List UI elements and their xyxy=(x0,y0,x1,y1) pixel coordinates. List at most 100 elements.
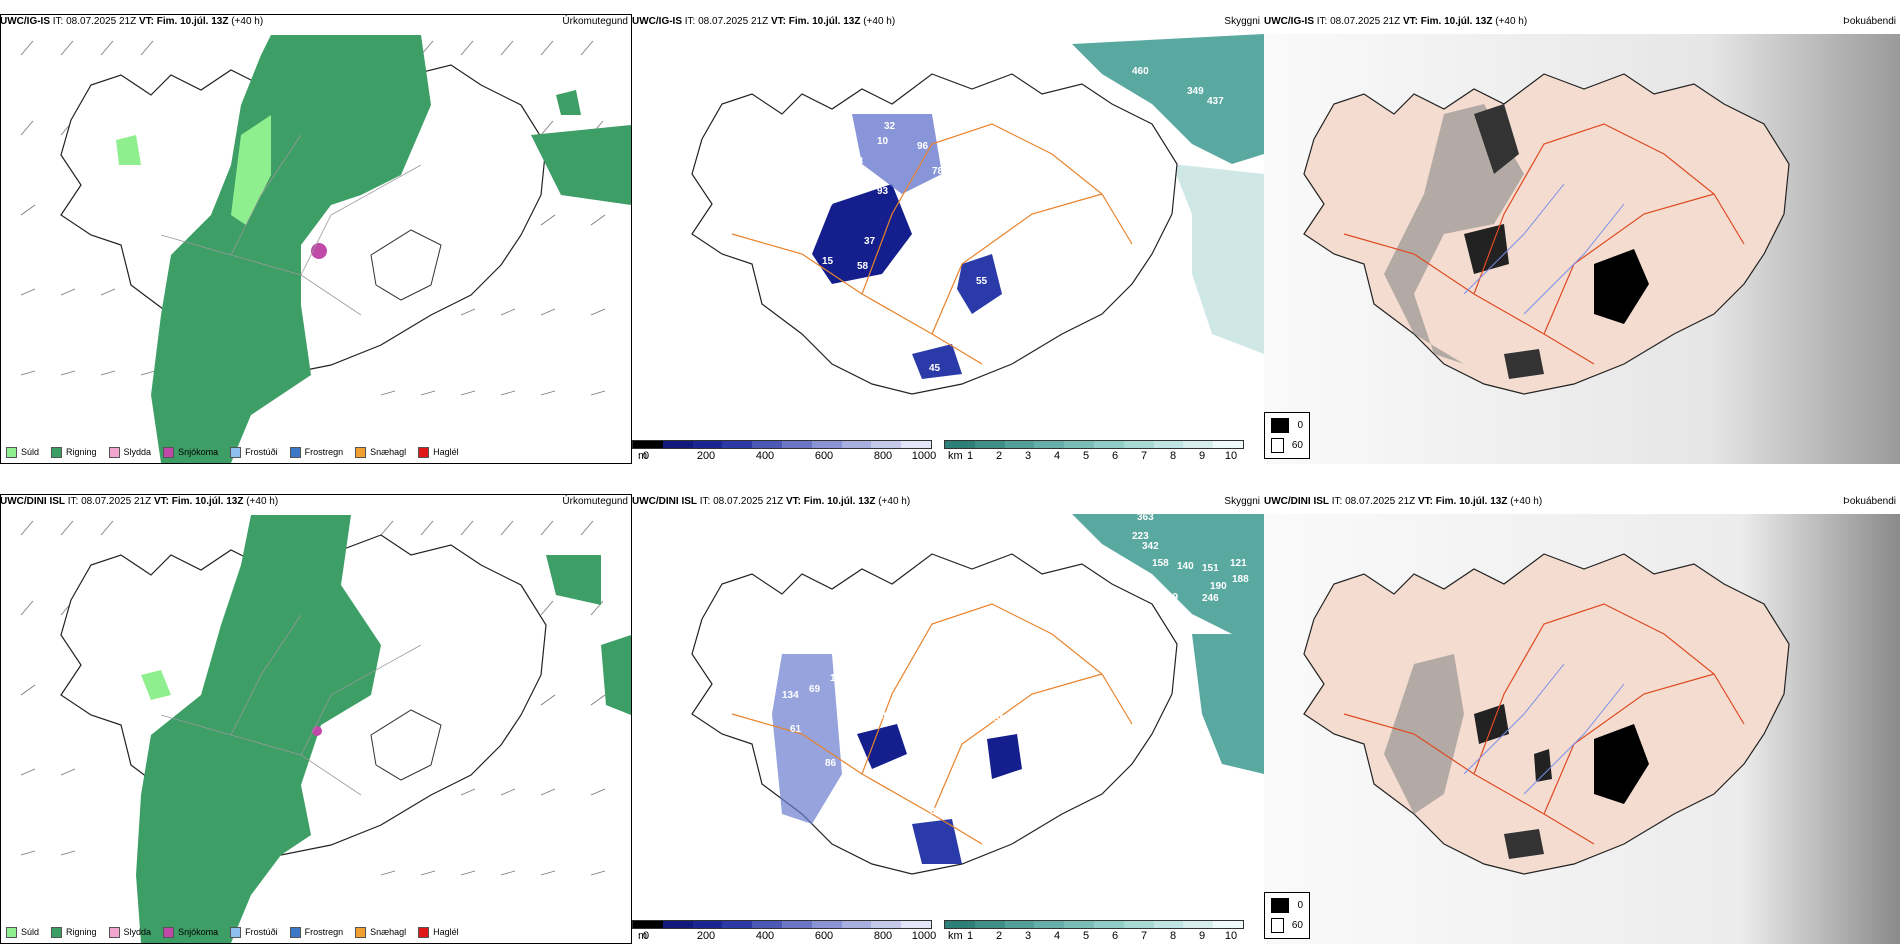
svg-text:55: 55 xyxy=(976,276,988,287)
lead-time: (+40 h) xyxy=(1495,16,1528,27)
fog-map xyxy=(1264,34,1900,464)
legend-item-rigning: Rigning xyxy=(51,447,97,458)
fog-legend: 0 60 xyxy=(1264,412,1310,459)
vt-label: VT: Fim. 10.júl. 13Z xyxy=(1417,496,1508,507)
ceiling-area-west xyxy=(772,654,842,824)
svg-text:69: 69 xyxy=(809,684,821,695)
low-ceiling-area-east xyxy=(957,254,1002,314)
svg-text:342: 342 xyxy=(1142,541,1159,552)
svg-text:18: 18 xyxy=(937,141,949,152)
svg-text:37: 37 xyxy=(864,236,876,247)
legend-item-slydda: Slydda xyxy=(108,447,151,458)
svg-text:93: 93 xyxy=(877,186,889,197)
sea-visibility-area-east xyxy=(1192,634,1264,774)
svg-text:86: 86 xyxy=(825,758,837,769)
visibility-scale: km 1 2 3 4 5 6 7 8 9 10 xyxy=(944,920,1244,943)
vt-label: VT: Fim. 10.júl. 13Z xyxy=(770,16,861,27)
it-label: IT: xyxy=(1316,16,1328,27)
ceiling-scale-ticks: m 0 200 400 600 800 1000 xyxy=(638,450,937,462)
svg-text:158: 158 xyxy=(1152,558,1169,569)
svg-text:39: 39 xyxy=(878,711,890,722)
roads xyxy=(160,134,422,316)
fog-legend: 0 60 xyxy=(1264,892,1310,939)
legend-item-frostregn: Frostregn xyxy=(289,927,343,938)
svg-text:61: 61 xyxy=(790,724,802,735)
vt-label: VT: Fim. 10.júl. 13Z xyxy=(785,496,876,507)
roads xyxy=(1343,123,1745,365)
glacier-outline xyxy=(370,709,442,781)
sea-visibility-area xyxy=(1072,34,1264,164)
fog-dark-area-south xyxy=(1504,829,1544,859)
fog-map xyxy=(1264,514,1900,944)
model-name: UWC/IG-IS xyxy=(0,16,50,27)
svg-text:259: 259 xyxy=(1147,591,1164,602)
rivers xyxy=(1463,663,1625,795)
it-label: IT: xyxy=(52,16,64,27)
rain-area xyxy=(151,35,431,463)
it-value: 08.07.2025 21Z xyxy=(66,16,137,27)
fog-legend-row: 60 xyxy=(1271,438,1303,453)
rain-area-east xyxy=(546,555,601,605)
legend-item-snjokoma: Snjókoma xyxy=(163,927,218,938)
svg-text:10: 10 xyxy=(830,673,842,684)
rain-area-east xyxy=(531,125,631,205)
rain-area xyxy=(136,515,381,943)
panel-product-title: Skyggni xyxy=(1224,16,1260,27)
fog-dark-area-east xyxy=(1534,749,1552,782)
it-value: 08.07.2025 21Z xyxy=(1330,16,1401,27)
ceiling-area-south xyxy=(912,819,962,864)
svg-text:22: 22 xyxy=(842,296,854,307)
roads xyxy=(160,614,422,796)
svg-text:55: 55 xyxy=(912,786,924,797)
ceiling-scale-ticks: m 0 200 400 600 800 1000 xyxy=(638,930,937,942)
svg-text:99: 99 xyxy=(1167,592,1179,603)
ceiling-map: 363 223 342 158 140 151 121 188 190 259 … xyxy=(632,514,1264,914)
svg-text:15: 15 xyxy=(822,256,834,267)
fog-dark-area xyxy=(1594,724,1649,804)
low-ceiling-area-east xyxy=(987,734,1022,779)
fog-legend-row: 60 xyxy=(1271,918,1303,933)
svg-text:363: 363 xyxy=(1137,514,1154,523)
legend-item-sudl: Súld xyxy=(6,927,39,938)
precip-panel-top: UWC/IG-IS IT: 08.07.2025 21Z VT: Fim. 10… xyxy=(0,14,632,464)
svg-text:437: 437 xyxy=(1207,96,1224,107)
ceiling-scale: m 0 200 400 600 800 1000 xyxy=(632,440,937,463)
low-ceiling-area xyxy=(812,184,912,284)
panel-product-title: Skyggni xyxy=(1224,496,1260,507)
precip-legend: Súld Rigning Slydda Snjókoma Frostúði Fr… xyxy=(6,927,459,938)
svg-text:151: 151 xyxy=(1202,563,1219,574)
legend-item-frostudi: Frostúði xyxy=(230,447,278,458)
ceiling-panel-bottom: UWC/DINI ISL IT: 08.07.2025 21Z VT: Fim.… xyxy=(632,494,1264,944)
fog-panel-top: UWC/IG-IS IT: 08.07.2025 21Z VT: Fim. 10… xyxy=(1264,14,1900,464)
svg-text:52: 52 xyxy=(902,359,914,370)
svg-text:75: 75 xyxy=(774,626,786,637)
rain-area-patch xyxy=(556,90,581,115)
lead-time: (+40 h) xyxy=(863,16,896,27)
model-name: UWC/IG-IS xyxy=(1264,16,1314,27)
precip-legend: Súld Rigning Slydda Snjókoma Frostúði Fr… xyxy=(6,447,459,458)
fog-dark-area xyxy=(1594,249,1649,324)
svg-text:78: 78 xyxy=(932,166,944,177)
svg-text:76: 76 xyxy=(914,766,926,777)
model-name: UWC/IG-IS xyxy=(632,16,682,27)
svg-text:96: 96 xyxy=(917,141,929,152)
iceland-land xyxy=(1303,73,1790,395)
lead-time: (+40 h) xyxy=(231,16,264,27)
roads xyxy=(731,123,1133,365)
fog-dark-area-north xyxy=(1474,104,1519,174)
fog-dark-area-west xyxy=(1464,224,1509,274)
sea-visibility-area-east xyxy=(1172,164,1264,354)
ceiling-value-labels: 363 223 342 158 140 151 121 188 190 259 … xyxy=(774,514,1249,817)
legend-item-sudl: Súld xyxy=(6,447,39,458)
svg-text:53: 53 xyxy=(852,156,864,167)
legend-item-slydda: Slydda xyxy=(108,927,151,938)
panel-title: UWC/DINI ISL IT: 08.07.2025 21Z VT: Fim.… xyxy=(1264,494,1900,510)
rivers xyxy=(1463,183,1625,315)
snow-spot xyxy=(312,726,322,736)
vt-label: VT: Fim. 10.júl. 13Z xyxy=(138,16,229,27)
roads xyxy=(731,603,1133,845)
svg-text:20: 20 xyxy=(822,198,834,209)
legend-item-frostregn: Frostregn xyxy=(289,447,343,458)
fog-legend-row: 0 xyxy=(1271,418,1303,433)
model-name: UWC/DINI ISL xyxy=(632,496,697,507)
